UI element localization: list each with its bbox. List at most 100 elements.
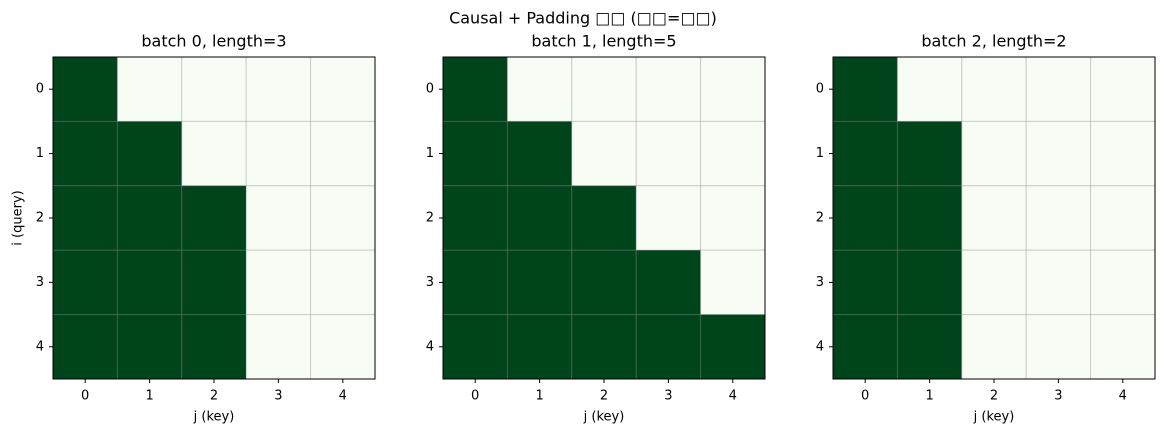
heatmap-cell (700, 249, 766, 316)
heatmap-cell (1090, 249, 1156, 316)
heatmap-cell (571, 249, 637, 316)
heatmap-cell (635, 56, 702, 122)
heatmap-cell (1025, 249, 1092, 316)
heatmap-cell (1025, 185, 1092, 251)
heatmap-cell (506, 56, 573, 122)
heatmap-cell (310, 185, 376, 251)
x-tick-label: 1 (535, 389, 543, 404)
heatmap-cell (832, 314, 898, 380)
heatmap-cell (896, 314, 963, 380)
heatmap-cell (1025, 314, 1092, 380)
x-tick-label: 0 (861, 389, 869, 404)
heatmap-cell (635, 249, 702, 316)
y-tick-label: 1 (36, 146, 44, 161)
heatmap-cell (961, 56, 1027, 122)
y-tick-label: 0 (36, 82, 44, 97)
heatmap-cell (116, 56, 183, 122)
y-axis-label: i (query) (11, 190, 26, 245)
heatmap-cell (52, 56, 118, 122)
heatmap-cell (635, 120, 702, 187)
heatmap-cell (896, 120, 963, 187)
y-tick-label: 0 (426, 82, 434, 97)
heatmap-cell (310, 249, 376, 316)
heatmap-cell (1025, 56, 1092, 122)
heatmap-cell (181, 120, 247, 187)
heatmap-cell (52, 314, 118, 380)
heatmap-cell (116, 120, 183, 187)
x-tick-label: 3 (664, 389, 672, 404)
heatmap-cell (961, 185, 1027, 251)
heatmap-cell (961, 249, 1027, 316)
x-tick-label: 1 (925, 389, 933, 404)
heatmap-cell (832, 120, 898, 187)
heatmap-cell (442, 314, 508, 380)
x-tick-label: 4 (729, 389, 737, 404)
heatmap-cell (700, 185, 766, 251)
heatmap-cell (442, 249, 508, 316)
x-tick-label: 4 (1119, 389, 1127, 404)
heatmap-cell (1090, 314, 1156, 380)
axes-title: batch 2, length=2 (921, 32, 1066, 51)
x-axis-label: j (key) (193, 410, 235, 425)
heatmap-cell (700, 120, 766, 187)
x-tick-label: 3 (274, 389, 282, 404)
y-tick-label: 2 (816, 211, 824, 226)
heatmap-cell (1025, 120, 1092, 187)
heatmap-cell (442, 185, 508, 251)
heatmap-cell (896, 56, 963, 122)
heatmap-cell (245, 56, 312, 122)
heatmap-cell (245, 120, 312, 187)
heatmap-cell (1090, 120, 1156, 187)
y-tick-label: 2 (426, 211, 434, 226)
heatmap-cell (245, 249, 312, 316)
heatmap-cell (700, 314, 766, 380)
y-tick-label: 2 (36, 211, 44, 226)
heatmap-cell (961, 120, 1027, 187)
heatmap-cell (635, 314, 702, 380)
heatmap-cell (506, 314, 573, 380)
heatmap-cell (506, 120, 573, 187)
x-tick-label: 0 (81, 389, 89, 404)
heatmap-cell (571, 120, 637, 187)
heatmap-cell (700, 56, 766, 122)
heatmap-cell (1090, 185, 1156, 251)
heatmap-cell (181, 249, 247, 316)
heatmap-cell (832, 249, 898, 316)
heatmap-cell (832, 185, 898, 251)
heatmap-cell (245, 314, 312, 380)
axes-title: batch 1, length=5 (531, 32, 676, 51)
heatmap-cell (310, 314, 376, 380)
y-tick-label: 4 (426, 339, 434, 354)
y-tick-label: 3 (426, 275, 434, 290)
heatmap-cell (116, 185, 183, 251)
x-tick-label: 2 (990, 389, 998, 404)
heatmap-cell (116, 249, 183, 316)
heatmap-cell (961, 314, 1027, 380)
heatmap-cell (1090, 56, 1156, 122)
heatmap-cell (571, 314, 637, 380)
y-tick-label: 4 (36, 339, 44, 354)
x-tick-label: 2 (600, 389, 608, 404)
x-tick-label: 0 (471, 389, 479, 404)
heatmap-cell (181, 314, 247, 380)
heatmap-cell (245, 185, 312, 251)
heatmap-cell (571, 56, 637, 122)
heatmap-cell (896, 185, 963, 251)
x-axis-label: j (key) (583, 410, 625, 425)
heatmap-cell (506, 249, 573, 316)
heatmap-cell (896, 249, 963, 316)
heatmap-cell (832, 56, 898, 122)
y-tick-label: 1 (816, 146, 824, 161)
heatmap-cell (181, 185, 247, 251)
heatmap-cell (181, 56, 247, 122)
heatmap-cell (506, 185, 573, 251)
heatmap-cell (310, 56, 376, 122)
heatmap-cell (571, 185, 637, 251)
heatmap-cell (52, 185, 118, 251)
heatmap-cell (52, 249, 118, 316)
x-tick-label: 2 (210, 389, 218, 404)
heatmap-cell (52, 120, 118, 187)
y-tick-label: 3 (36, 275, 44, 290)
y-tick-label: 1 (426, 146, 434, 161)
heatmap-cell (442, 120, 508, 187)
